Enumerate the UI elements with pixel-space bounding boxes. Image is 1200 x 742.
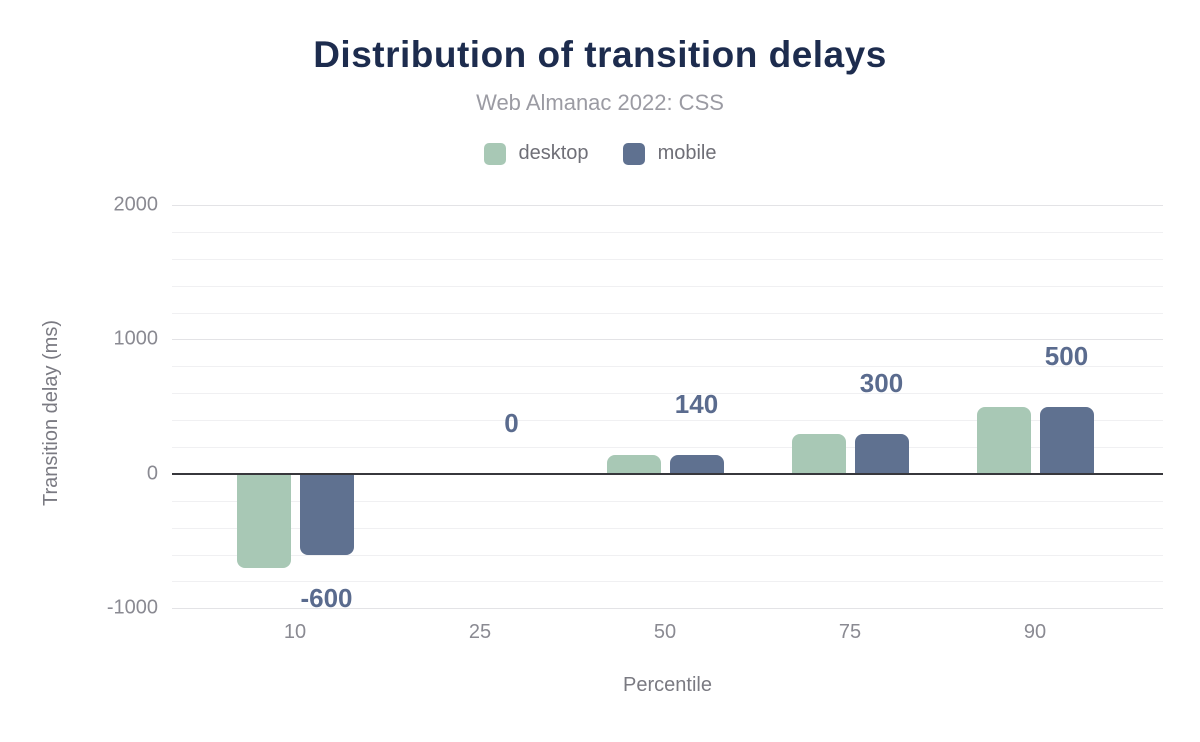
plot-area: -600 0 140 300 500 xyxy=(172,205,1163,615)
zero-axis-line xyxy=(172,472,1163,475)
legend-item-desktop[interactable]: desktop xyxy=(483,142,589,165)
legend-label-mobile: mobile xyxy=(657,142,717,164)
bar-desktop-p90[interactable] xyxy=(976,406,1031,474)
gridline-minor xyxy=(172,527,1163,529)
desktop-swatch-icon xyxy=(483,142,506,165)
data-label-p25: 0 xyxy=(504,407,519,438)
gridline-minor xyxy=(172,581,1163,583)
x-axis-title: Percentile xyxy=(623,674,712,696)
data-label-p75: 300 xyxy=(859,367,904,398)
x-tick-label: 90 xyxy=(1023,621,1047,643)
bar-mobile-p50[interactable] xyxy=(669,455,724,474)
x-tick-label: 75 xyxy=(838,621,862,643)
x-tick-label: 10 xyxy=(283,621,307,643)
gridline-minor xyxy=(172,420,1163,422)
data-label-p10: -600 xyxy=(300,582,353,613)
gridline-minor xyxy=(172,554,1163,556)
bar-desktop-p10[interactable] xyxy=(236,473,291,568)
bar-mobile-p10[interactable] xyxy=(299,473,354,555)
data-label-p50: 140 xyxy=(674,389,719,419)
gridline-minor xyxy=(172,366,1163,368)
gridline-minor xyxy=(172,312,1163,314)
y-axis-title: Transition delay (ms) xyxy=(40,320,62,506)
gridline-major xyxy=(172,608,1163,610)
gridline-major xyxy=(172,339,1163,341)
chart-title: Distribution of transition delays xyxy=(313,34,887,75)
y-tick-label: 1000 xyxy=(113,327,159,350)
y-tick-label: 0 xyxy=(146,462,158,485)
gridline-minor xyxy=(172,258,1163,260)
bar-desktop-p50[interactable] xyxy=(606,455,661,474)
bar-desktop-p75[interactable] xyxy=(791,433,846,474)
gridline-minor xyxy=(172,447,1163,448)
gridline-minor xyxy=(172,393,1163,395)
data-label-p90: 500 xyxy=(1044,340,1089,371)
gridline-minor xyxy=(172,500,1163,502)
legend-item-mobile[interactable]: mobile xyxy=(622,142,717,165)
x-tick-label: 50 xyxy=(653,621,677,643)
gridline-minor xyxy=(172,231,1163,233)
y-tick-label: 2000 xyxy=(113,193,159,216)
x-tick-label: 25 xyxy=(468,621,492,643)
gridline-major xyxy=(172,205,1163,206)
bar-mobile-p90[interactable] xyxy=(1039,406,1094,474)
legend: desktop mobile xyxy=(0,142,1200,165)
mobile-swatch-icon xyxy=(622,142,645,165)
y-tick-label: -1000 xyxy=(106,596,158,619)
chart-subtitle: Web Almanac 2022: CSS xyxy=(476,90,724,115)
bar-mobile-p75[interactable] xyxy=(854,433,909,474)
legend-label-desktop: desktop xyxy=(518,142,589,164)
gridline-minor xyxy=(172,285,1163,287)
